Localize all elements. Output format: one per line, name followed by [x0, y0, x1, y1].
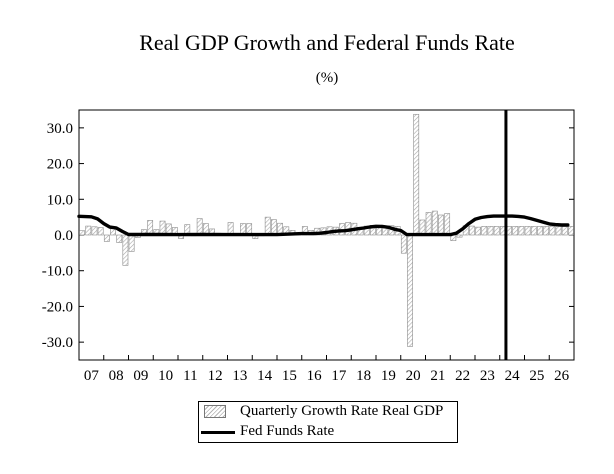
- gdp-bar: [518, 226, 525, 236]
- x-tick-label: 13: [232, 368, 247, 384]
- y-tick-label: 30.0: [47, 121, 73, 137]
- gdp-bar: [469, 225, 475, 236]
- gdp-bar: [530, 226, 537, 236]
- fed-funds-line: [77, 214, 570, 237]
- x-tick-label: 10: [158, 368, 173, 384]
- y-tick-label: 20.0: [47, 157, 73, 173]
- legend-ffr-label: Fed Funds Rate: [240, 423, 335, 439]
- x-tick-label: 20: [406, 368, 421, 384]
- gdp-bar: [91, 226, 98, 236]
- x-tick-label: 22: [455, 368, 470, 384]
- gdp-bar: [561, 226, 568, 236]
- chart-svg: 30.0 20.0 10.0 0.0 -10.0 -20.0 -30.0 07 08 09 10 1…: [42, 109, 575, 384]
- x-tick-label: 08: [109, 368, 124, 384]
- x-tick-label: 19: [381, 368, 396, 384]
- y-tick-label: -30.0: [42, 335, 73, 351]
- gdp-bar: [444, 213, 451, 236]
- x-tick-label: 15: [282, 368, 297, 384]
- x-tick-label: 17: [331, 368, 347, 384]
- x-axis: 07 08 09 10 11 12 13 14 15 16 17 18 19 20 21 22 23 24 25 26: [78, 355, 575, 384]
- gdp-bar: [407, 234, 413, 347]
- gdp-bar: [128, 234, 135, 252]
- x-tick-label: 07: [84, 368, 100, 384]
- gdp-bar: [456, 234, 463, 238]
- y-tick-label: -10.0: [42, 264, 73, 280]
- gdp-bar: [438, 214, 444, 236]
- gdp-bar: [493, 226, 500, 236]
- x-tick-label: 16: [307, 368, 323, 384]
- gdp-bar: [431, 210, 438, 236]
- gdp-bar: [568, 226, 574, 236]
- gdp-bar: [413, 113, 420, 236]
- y-tick-label: 0.0: [54, 228, 73, 244]
- gdp-bar: [481, 226, 488, 236]
- x-tick-label: 09: [133, 368, 148, 384]
- x-tick-label: 12: [208, 368, 223, 384]
- chart-subtitle: (%): [315, 70, 339, 86]
- gdp-bar: [419, 219, 426, 236]
- gdp-bar: [400, 234, 407, 254]
- gdp-bar: [425, 212, 432, 236]
- gdp-bar: [512, 226, 519, 236]
- legend-gdp-label: Quarterly Growth Rate Real GDP: [240, 403, 444, 419]
- fed-funds-line-group: [77, 110, 570, 360]
- gdp-bar: [475, 226, 481, 236]
- x-tick-label: 25: [529, 368, 544, 384]
- gdp-bar: [549, 226, 556, 236]
- gdp-bar: [271, 219, 277, 236]
- x-tick-label: 24: [505, 368, 521, 384]
- gdp-bar: [103, 234, 110, 242]
- x-tick-label: 11: [183, 368, 197, 384]
- legend: Quarterly Growth Rate Real GDP Fed Funds…: [198, 401, 458, 443]
- gdp-bar: [97, 227, 104, 236]
- gdp-bar: [543, 226, 550, 236]
- x-tick-label: 14: [257, 368, 273, 384]
- y-axis: 30.0 20.0 10.0 0.0 -10.0 -20.0 -30.0: [42, 121, 574, 351]
- legend-gdp-swatch: [204, 405, 226, 418]
- x-tick-label: 26: [554, 368, 570, 384]
- y-tick-label: 10.0: [47, 192, 73, 208]
- gdp-bar: [85, 225, 92, 236]
- x-tick-label: 23: [480, 368, 495, 384]
- chart-title: Real GDP Growth and Federal Funds Rate: [139, 30, 515, 55]
- gdp-bar: [264, 216, 271, 236]
- gdp-bar: [537, 226, 543, 236]
- gdp-bar: [524, 226, 531, 236]
- x-tick-label: 21: [430, 368, 445, 384]
- gdp-bar: [555, 226, 562, 236]
- x-tick-label: 18: [356, 368, 371, 384]
- gdp-bar: [122, 234, 129, 266]
- legend-ffr-swatch: [201, 431, 235, 434]
- gdp-bar: [116, 234, 123, 243]
- gdp-bar: [487, 226, 494, 236]
- gdp-bar: [79, 230, 85, 236]
- y-tick-label: -20.0: [42, 299, 73, 315]
- gdp-bar: [196, 218, 203, 236]
